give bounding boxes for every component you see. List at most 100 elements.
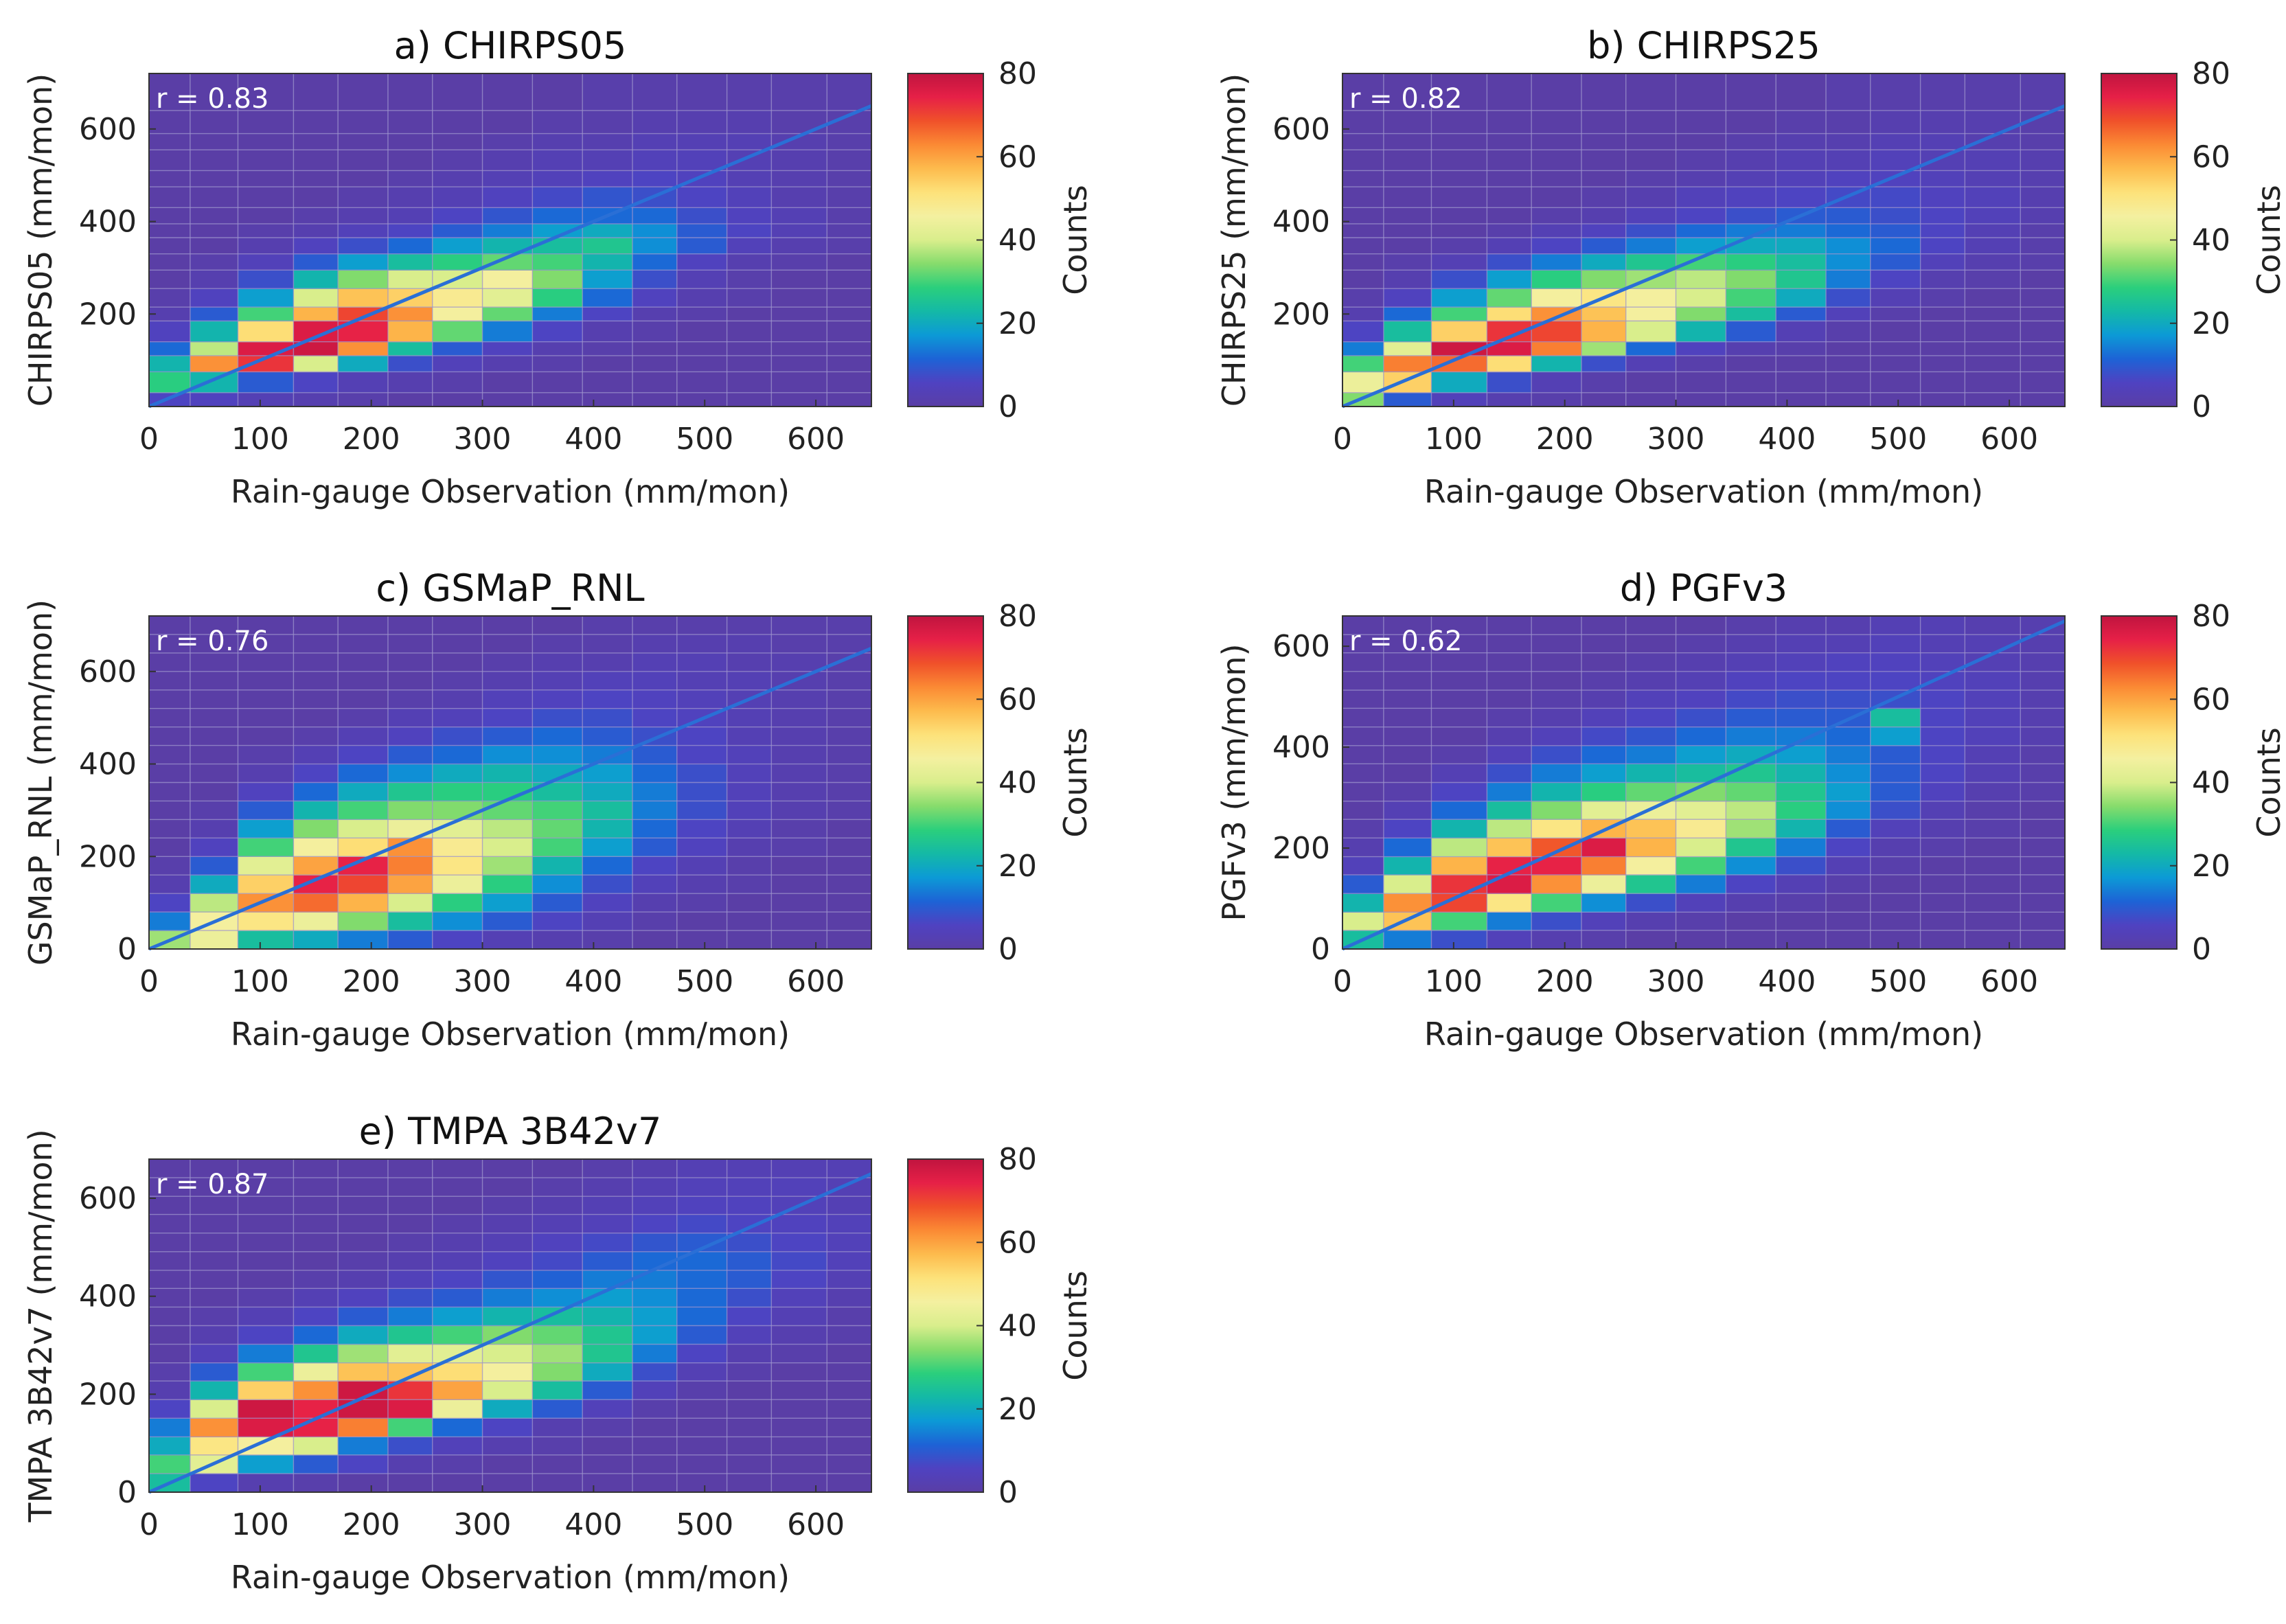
heatmap-cell: [293, 355, 339, 373]
heatmap-cell: [727, 73, 772, 111]
heatmap-cell: [1531, 288, 1582, 308]
colorbar-tick-label: 20: [2192, 849, 2230, 884]
heatmap-cell: [190, 1399, 239, 1419]
heatmap-cell: [432, 73, 483, 111]
heatmap-cell: [1383, 856, 1432, 876]
heatmap-cell: [632, 634, 678, 654]
heatmap-cell: [1826, 110, 1871, 135]
heatmap-cell: [532, 689, 583, 709]
heatmap-cell: [1726, 727, 1776, 746]
heatmap-cell: [338, 1362, 389, 1382]
heatmap-cell: [1342, 321, 1384, 343]
heatmap-cell: [827, 689, 872, 709]
heatmap-cell: [149, 1399, 191, 1419]
heatmap-cell: [771, 838, 827, 857]
heatmap-cell: [149, 110, 191, 135]
heatmap-cell: [149, 708, 191, 728]
heatmap-cell: [388, 727, 433, 746]
heatmap-cell: [582, 671, 633, 691]
heatmap-cell: [771, 912, 827, 931]
heatmap-cell: [676, 1473, 728, 1493]
heatmap-cell: [388, 270, 433, 289]
y-tick-label: 400: [79, 1279, 137, 1314]
heatmap-cell: [432, 1159, 483, 1178]
heatmap-cell: [1726, 110, 1776, 135]
heatmap-cell: [582, 1344, 633, 1364]
heatmap-cell: [1431, 930, 1487, 950]
heatmap-cell: [1826, 819, 1871, 838]
heatmap-cell: [149, 727, 191, 746]
heatmap-cell: [149, 745, 191, 765]
heatmap-cell: [1826, 782, 1871, 802]
heatmap-cell: [827, 708, 872, 728]
heatmap-cell: [827, 1307, 872, 1327]
heatmap-cell: [293, 1362, 339, 1382]
heatmap-cell: [1531, 671, 1582, 691]
heatmap-cell: [727, 856, 772, 876]
colorbar-tick-label: 80: [998, 599, 1037, 634]
heatmap-cell: [1581, 321, 1627, 343]
heatmap-cell: [1776, 690, 1827, 709]
heatmap-cell: [1676, 321, 1726, 343]
heatmap-cell: [827, 912, 872, 931]
heatmap-cell: [238, 912, 294, 931]
heatmap-cell: [1726, 307, 1776, 321]
heatmap-cell: [827, 893, 872, 913]
heatmap-cell: [1383, 671, 1432, 691]
heatmap-cell: [338, 1251, 389, 1271]
heatmap-cell: [1581, 253, 1627, 271]
heatmap-cell: [827, 307, 872, 321]
heatmap-cell: [1676, 110, 1726, 135]
heatmap-cell: [1965, 856, 2021, 876]
heatmap-cell: [1965, 238, 2021, 255]
heatmap-cell: [532, 1325, 583, 1345]
heatmap-cell: [1342, 652, 1384, 672]
x-tick-label: 500: [676, 964, 733, 999]
heatmap-cell: [1342, 671, 1384, 691]
heatmap-cell: [1383, 321, 1432, 343]
y-axis-label: GSMaP_RNL (mm/mon): [22, 599, 59, 965]
heatmap-cell: [2020, 856, 2066, 876]
heatmap-cell: [190, 893, 239, 913]
y-tick-label: 200: [1272, 297, 1330, 332]
heatmap-cell: [338, 392, 389, 407]
heatmap-cell: [1342, 73, 1384, 111]
heatmap-cell: [149, 1362, 191, 1382]
heatmap-cell: [238, 1288, 294, 1307]
heatmap-cell: [388, 671, 433, 691]
heatmap-cell: [338, 727, 389, 746]
heatmap-cell: [388, 912, 433, 931]
heatmap-cell: [771, 634, 827, 654]
heatmap-cell: [1920, 150, 1965, 171]
heatmap-cell: [1487, 616, 1532, 635]
colorbar-tick-label: 0: [2192, 389, 2211, 424]
colorbar-tick-label: 60: [998, 1225, 1037, 1260]
heatmap-cell: [1431, 652, 1487, 672]
heatmap-cell: [532, 1362, 583, 1382]
colorbar: 0 20 40 60 80 Counts: [2101, 599, 2286, 967]
heatmap-cell: [238, 930, 294, 950]
heatmap-cell: [1383, 253, 1432, 271]
heatmap-cell: [676, 1454, 728, 1474]
colorbar-tick-label: 60: [2192, 682, 2230, 717]
heatmap-cell: [676, 1437, 728, 1456]
heatmap-cell: [1625, 341, 1677, 356]
heatmap-cell: [1726, 223, 1776, 238]
x-axis-label: Rain-gauge Observation (mm/mon): [1424, 473, 1983, 510]
heatmap-cell: [1726, 321, 1776, 343]
heatmap-cell: [190, 708, 239, 728]
heatmap-cell: [1726, 782, 1776, 802]
heatmap-cell: [1383, 392, 1432, 407]
heatmap-cell: [293, 1159, 339, 1178]
x-tick-label: 300: [454, 1507, 512, 1542]
heatmap-cell: [582, 727, 633, 746]
heatmap-cell: [388, 150, 433, 171]
heatmap-cell: [771, 1418, 827, 1437]
heatmap-cell: [1776, 671, 1827, 691]
heatmap-cells: [149, 1159, 872, 1493]
heatmap-cell: [482, 1399, 533, 1419]
heatmap-cell: [1920, 819, 1965, 838]
heatmap-cell: [771, 223, 827, 238]
heatmap-cell: [293, 1178, 339, 1197]
heatmap-cell: [1342, 223, 1384, 238]
